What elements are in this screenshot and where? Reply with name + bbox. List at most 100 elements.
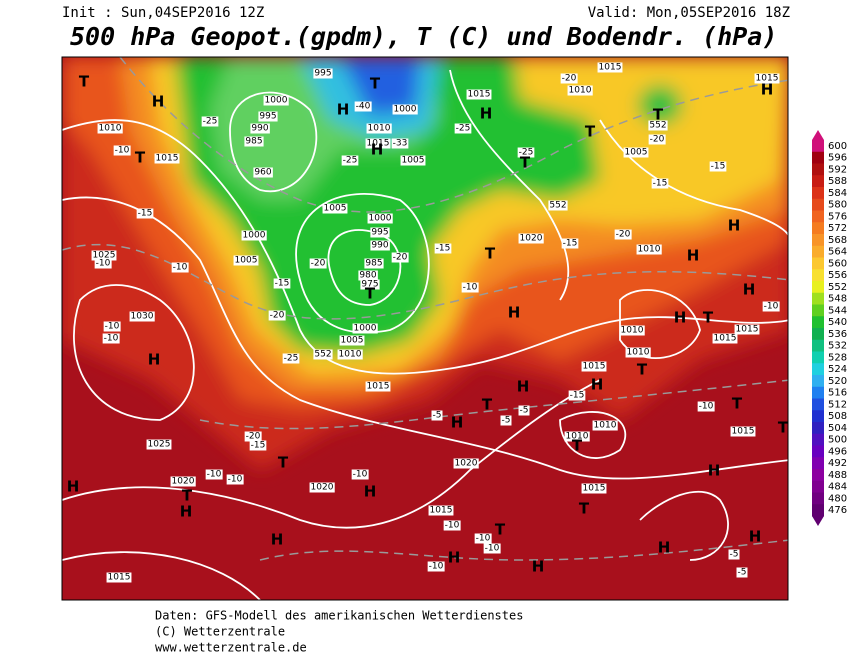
colorbar-label: 520 bbox=[828, 376, 847, 387]
contour-label: -15 bbox=[563, 239, 578, 249]
contour-label: 1015 bbox=[732, 427, 755, 437]
contour-label: 1005 bbox=[324, 204, 347, 214]
contour-label: 990 bbox=[371, 241, 388, 251]
label-box bbox=[313, 349, 333, 360]
colorbar-band bbox=[812, 163, 824, 176]
contour-label: 1015 bbox=[468, 90, 491, 100]
contour-label: 1015 bbox=[367, 139, 390, 149]
colorbar-label: 536 bbox=[828, 329, 847, 340]
contour-label: -10 bbox=[764, 302, 779, 312]
label-box bbox=[244, 431, 262, 442]
colorbar-label: 544 bbox=[828, 305, 847, 316]
contour-label: -15 bbox=[251, 441, 266, 451]
low-marker: T bbox=[482, 396, 493, 414]
label-box bbox=[736, 567, 748, 578]
label-box bbox=[309, 258, 327, 269]
high-marker: H bbox=[687, 247, 700, 265]
colorbar-label: 568 bbox=[828, 235, 847, 246]
high-marker: H bbox=[371, 141, 384, 159]
contour-label: 1015 bbox=[756, 74, 779, 84]
label-box bbox=[352, 323, 378, 334]
colorbar-band bbox=[812, 457, 824, 470]
label-box bbox=[258, 111, 278, 122]
label-box bbox=[754, 73, 780, 84]
contour-label: 975 bbox=[361, 280, 378, 290]
colorbar-label: 600 bbox=[828, 141, 847, 152]
high-marker: H bbox=[749, 528, 762, 546]
contour-label: 1010 bbox=[569, 86, 592, 96]
colorbar-band bbox=[812, 480, 824, 493]
label-box bbox=[400, 155, 426, 166]
contour-label: 1025 bbox=[93, 251, 116, 261]
label-box bbox=[466, 89, 492, 100]
colorbar-band bbox=[812, 210, 824, 223]
label-box bbox=[697, 401, 715, 412]
contour-label: 1020 bbox=[520, 234, 543, 244]
contour-label: 1015 bbox=[599, 63, 622, 73]
label-box bbox=[564, 431, 590, 442]
label-box bbox=[102, 333, 120, 344]
contour-label: 552 bbox=[314, 350, 331, 360]
contour-label: -10 bbox=[476, 534, 491, 544]
label-box bbox=[370, 240, 390, 251]
contour-label: -5 bbox=[738, 568, 747, 578]
label-box bbox=[581, 361, 607, 372]
label-box bbox=[253, 167, 273, 178]
colorbar-label: 476 bbox=[828, 505, 847, 516]
contour-label: 1020 bbox=[172, 477, 195, 487]
colorbar-band bbox=[812, 492, 824, 505]
high-marker: H bbox=[517, 378, 530, 396]
label-box bbox=[370, 227, 390, 238]
isobars bbox=[62, 69, 788, 600]
contour-label: -20 bbox=[246, 432, 261, 442]
contour-label: 1020 bbox=[455, 459, 478, 469]
label-box bbox=[636, 244, 662, 255]
colorbar-label: 512 bbox=[828, 399, 847, 410]
contour-label: 1010 bbox=[627, 348, 650, 358]
contour-label: 1025 bbox=[148, 440, 171, 450]
label-box bbox=[474, 533, 492, 544]
contour-label: 1015 bbox=[736, 325, 759, 335]
low-marker: T bbox=[135, 149, 146, 167]
label-box bbox=[268, 310, 286, 321]
contour-label: -20 bbox=[270, 311, 285, 321]
colorbar-label: 572 bbox=[828, 223, 847, 234]
colorbar-label: 592 bbox=[828, 164, 847, 175]
contour-label: -25 bbox=[284, 354, 299, 364]
label-box bbox=[762, 301, 780, 312]
footer-copyright: (C) Wetterzentrale bbox=[155, 625, 285, 639]
colorbar-band bbox=[812, 445, 824, 458]
colorbar-band bbox=[812, 433, 824, 446]
colorbar-band bbox=[812, 398, 824, 411]
colorbar-band bbox=[812, 187, 824, 200]
contour-label: 960 bbox=[254, 168, 271, 178]
high-marker: H bbox=[480, 105, 493, 123]
contour-label: -40 bbox=[356, 102, 371, 112]
colorbar-bottom-arrow bbox=[812, 516, 824, 526]
label-box bbox=[366, 123, 392, 134]
low-marker: T bbox=[579, 500, 590, 518]
label-box bbox=[91, 250, 117, 261]
colorbar-band bbox=[812, 234, 824, 247]
label-box bbox=[154, 153, 180, 164]
label-box bbox=[97, 123, 123, 134]
high-marker: H bbox=[180, 503, 193, 521]
low-marker: T bbox=[703, 309, 714, 327]
contour-label: 995 bbox=[371, 228, 388, 238]
contour-label: -10 bbox=[228, 475, 243, 485]
label-box bbox=[597, 62, 623, 73]
label-box bbox=[392, 104, 418, 115]
label-box bbox=[351, 469, 369, 480]
label-box bbox=[201, 116, 219, 127]
label-box bbox=[483, 543, 501, 554]
label-box bbox=[391, 138, 409, 149]
low-marker: T bbox=[585, 123, 596, 141]
contour-label: -10 bbox=[105, 322, 120, 332]
colorbar-label: 532 bbox=[828, 341, 847, 352]
colorbar-band bbox=[812, 469, 824, 482]
label-box bbox=[226, 474, 244, 485]
contour-label: -10 bbox=[96, 259, 111, 269]
label-box bbox=[651, 178, 669, 189]
contour-label: 552 bbox=[549, 201, 566, 211]
label-box bbox=[619, 325, 645, 336]
